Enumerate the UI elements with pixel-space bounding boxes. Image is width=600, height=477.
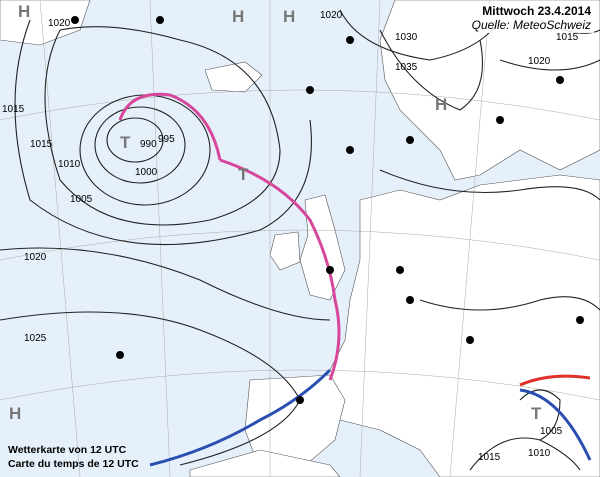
isobar-label: 1015 [30, 139, 53, 150]
isobar-label: 1025 [24, 333, 47, 344]
iceland [204, 61, 263, 93]
isobar-label: 1020 [24, 252, 47, 263]
high-pressure-center: H [18, 2, 30, 21]
cold-front [149, 368, 332, 467]
isobars [0, 9, 600, 471]
stations [71, 16, 584, 404]
low-pressure-center: T [120, 133, 131, 152]
ireland [269, 231, 301, 271]
map-caption: Wetterkarte von 12 UTC Carte du temps de… [8, 443, 139, 471]
isobar-label: 1015 [478, 452, 501, 463]
isobar-label: 1015 [2, 104, 25, 115]
high-pressure-center: H [232, 7, 244, 26]
pressure-centers: H H H T T H H T [9, 2, 542, 423]
isobar-label: 1005 [70, 194, 93, 205]
continental-europe [319, 174, 600, 477]
isobar-label: 1015 [556, 32, 579, 43]
isobar-label: 1035 [395, 62, 418, 73]
cold-front-east [519, 388, 592, 461]
isobar-label: 995 [158, 134, 175, 145]
isobar-label: 1020 [528, 56, 551, 67]
north-africa [189, 449, 341, 477]
title-box: Mittwoch 23.4.2014 Quelle: MeteoSchweiz [468, 3, 594, 33]
scandinavia [379, 0, 600, 181]
map-source: Quelle: MeteoSchweiz [471, 18, 591, 32]
isobar-label: 1020 [48, 18, 71, 29]
occluded-front [118, 92, 222, 161]
low-pressure-center: T [238, 165, 249, 184]
map-title: Mittwoch 23.4.2014 [482, 4, 591, 18]
low-center-value: 990 [140, 139, 157, 150]
occluded-front-2 [219, 158, 341, 381]
greenland [0, 0, 91, 46]
high-pressure-center: H [283, 7, 295, 26]
warm-front [519, 374, 591, 387]
high-pressure-center: H [9, 404, 21, 423]
isobar-label: 1005 [540, 426, 563, 437]
high-pressure-center: H [435, 95, 447, 114]
isobar-label: 1010 [528, 448, 551, 459]
isobar-label: 1030 [395, 32, 418, 43]
isobar-labels: 1020 1015 1015 1010 1005 1000 995 990 10… [2, 10, 579, 463]
low-pressure-center: T [531, 404, 542, 423]
caption-german: Wetterkarte von 12 UTC [8, 444, 127, 456]
isobar-label: 1010 [58, 159, 81, 170]
isobar-label: 1000 [135, 167, 158, 178]
caption-french: Carte du temps de 12 UTC [8, 458, 139, 470]
isobar-label: 1020 [320, 10, 343, 21]
